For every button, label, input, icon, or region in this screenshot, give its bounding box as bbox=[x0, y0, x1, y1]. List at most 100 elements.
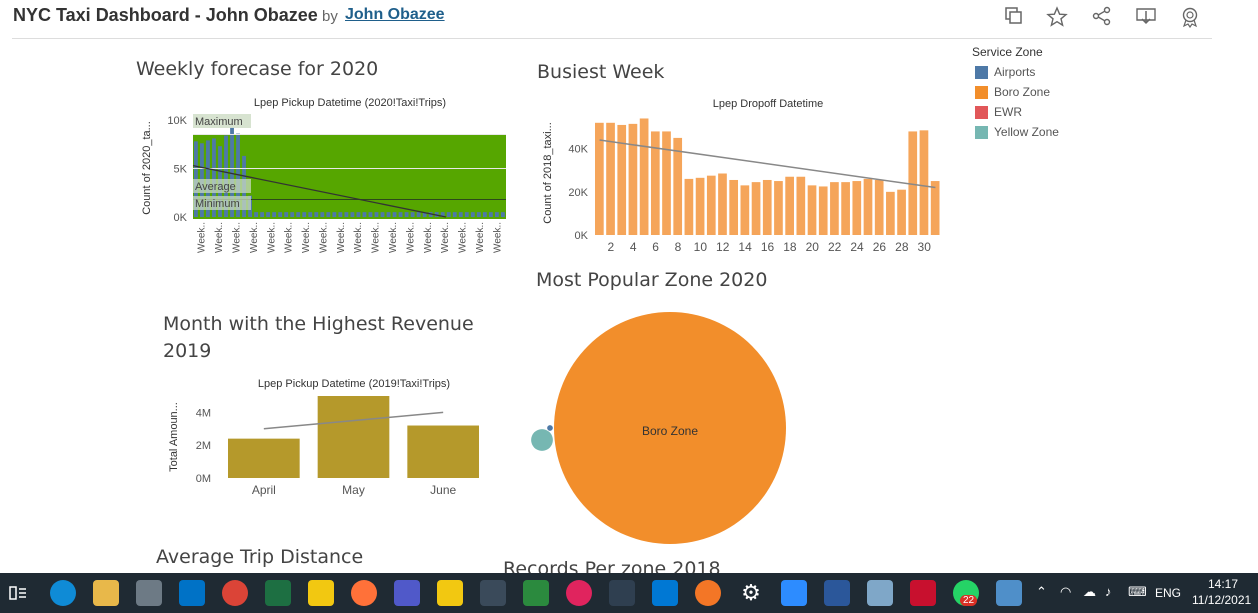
outlook-icon[interactable] bbox=[179, 580, 205, 606]
y-tick-label: 40K bbox=[568, 144, 588, 156]
microphone-app-icon[interactable] bbox=[136, 580, 162, 606]
trend-line bbox=[192, 164, 447, 218]
weekly-bar bbox=[500, 212, 505, 217]
busiest-chart[interactable]: Lpep Dropoff Datetime Count of 2018_taxi… bbox=[537, 90, 947, 260]
star-icon[interactable] bbox=[1046, 6, 1068, 28]
x-tick-label: 4 bbox=[630, 240, 637, 254]
language-indicator[interactable]: ENG bbox=[1155, 586, 1182, 600]
busiest-bar bbox=[785, 176, 794, 235]
duplicate-icon[interactable] bbox=[1003, 6, 1025, 28]
acrobat-icon[interactable] bbox=[910, 580, 936, 606]
busiest-bar bbox=[650, 131, 660, 235]
excel-icon[interactable] bbox=[265, 580, 291, 606]
sticky-notes-icon[interactable] bbox=[308, 580, 334, 606]
trend-line bbox=[599, 139, 936, 189]
busiest-bar bbox=[774, 181, 783, 235]
weekly-bar bbox=[278, 212, 283, 217]
weekly-bar bbox=[494, 212, 499, 217]
weekly-bar bbox=[308, 212, 313, 217]
clock-date[interactable]: 11/12/2021 bbox=[1192, 593, 1252, 607]
weekly-bar bbox=[440, 212, 445, 217]
busiest-bar bbox=[673, 137, 683, 235]
word-icon[interactable] bbox=[824, 580, 850, 606]
weekly-bar bbox=[404, 212, 409, 217]
weekly-bar bbox=[224, 135, 228, 217]
settings-gear-icon[interactable]: ⚙ bbox=[741, 580, 761, 605]
weekly-forecast-title: Weekly forecase for 2020 bbox=[136, 58, 379, 80]
y-tick-label: 2M bbox=[196, 440, 211, 452]
author-link[interactable]: John Obazee bbox=[345, 6, 445, 23]
weekly-bar bbox=[386, 212, 391, 217]
maximum-label: Maximum bbox=[195, 116, 243, 128]
weekly-bar bbox=[266, 212, 271, 217]
header-divider bbox=[12, 38, 1212, 39]
weekly-bar bbox=[488, 212, 493, 217]
power-bi-icon[interactable] bbox=[437, 580, 463, 606]
busiest-bar bbox=[684, 178, 694, 235]
minimum-label-bg bbox=[193, 196, 251, 210]
task-view-icon[interactable] bbox=[5, 580, 31, 606]
chrome-icon[interactable] bbox=[222, 580, 248, 606]
sql-server-icon[interactable] bbox=[480, 580, 506, 606]
zoom-icon[interactable] bbox=[781, 580, 807, 606]
photos-icon[interactable] bbox=[996, 580, 1022, 606]
volume-icon[interactable]: ♪ bbox=[1105, 584, 1112, 599]
teams-icon[interactable] bbox=[394, 580, 420, 606]
busiest-bar bbox=[807, 185, 817, 235]
popular-zone-chart[interactable]: Boro Zone bbox=[525, 305, 795, 550]
wifi-icon[interactable]: ◠ bbox=[1060, 584, 1072, 599]
popular-zone-title: Most Popular Zone 2020 bbox=[536, 269, 768, 291]
bubble-yellow-zone bbox=[531, 429, 553, 451]
busiest-bar bbox=[886, 191, 895, 235]
vscode-icon[interactable] bbox=[652, 580, 678, 606]
x-tick-label: Week.. bbox=[440, 222, 451, 253]
revenue-chart[interactable]: Lpep Pickup Datetime (2019!Taxi!Trips) T… bbox=[163, 372, 503, 507]
weekly-bar bbox=[416, 212, 421, 217]
jupyter-icon[interactable] bbox=[695, 580, 721, 606]
weekly-bar bbox=[332, 212, 337, 217]
x-tick-label: Week.. bbox=[214, 222, 225, 253]
badge-icon[interactable] bbox=[1179, 6, 1201, 29]
clock-time[interactable]: 14:17 bbox=[1208, 577, 1239, 591]
service-zone-legend: Service Zone Airports Boro Zone EWR Yell… bbox=[972, 45, 1112, 150]
x-tick-label: 14 bbox=[738, 240, 752, 254]
weekly-bar bbox=[380, 212, 385, 217]
file-explorer-icon[interactable] bbox=[93, 580, 119, 606]
busiest-bar bbox=[762, 179, 772, 235]
notepad-icon[interactable] bbox=[867, 580, 893, 606]
weekly-bar bbox=[410, 212, 415, 217]
busiest-bar bbox=[729, 179, 739, 235]
share-icon[interactable] bbox=[1091, 6, 1113, 28]
legend-title: Service Zone bbox=[972, 45, 1043, 59]
keyboard-icon[interactable]: ⌨ bbox=[1128, 584, 1147, 599]
weekly-bar bbox=[290, 212, 295, 217]
busiest-bar bbox=[718, 173, 727, 235]
avg-trip-title: Average Trip Distance bbox=[156, 546, 364, 568]
screen-recorder-icon[interactable] bbox=[566, 580, 592, 606]
weekly-chart[interactable]: Lpep Pickup Datetime (2020!Taxi!Trips) C… bbox=[136, 90, 516, 270]
firefox-icon[interactable] bbox=[351, 580, 377, 606]
cloud-icon[interactable]: ☁ bbox=[1083, 584, 1096, 599]
x-tick-label: 10 bbox=[694, 240, 708, 254]
x-tick-label: Week.. bbox=[405, 222, 416, 253]
busiest-bar bbox=[751, 182, 761, 235]
weekly-bar bbox=[302, 212, 307, 217]
x-tick-label: Week.. bbox=[249, 222, 260, 253]
download-icon[interactable] bbox=[1135, 6, 1157, 28]
edge-icon[interactable] bbox=[50, 580, 76, 606]
chevron-up-icon[interactable]: ⌃ bbox=[1036, 584, 1047, 599]
legend-label: EWR bbox=[994, 105, 1022, 119]
media-player-icon[interactable] bbox=[523, 580, 549, 606]
y-tick-label: 5K bbox=[174, 164, 188, 176]
busiest-bar bbox=[617, 124, 627, 235]
x-tick-label: 26 bbox=[873, 240, 887, 254]
weekly-bar bbox=[362, 212, 367, 217]
weekly-bar bbox=[428, 212, 433, 217]
mysql-workbench-icon[interactable] bbox=[609, 580, 635, 606]
x-tick-label: Week.. bbox=[318, 222, 329, 253]
weekly-chart-subtitle: Lpep Pickup Datetime (2020!Taxi!Trips) bbox=[254, 97, 446, 109]
legend-swatch bbox=[975, 86, 988, 99]
busiest-bar bbox=[841, 182, 850, 235]
y-tick-label: 0K bbox=[575, 230, 589, 242]
weekly-bar bbox=[344, 212, 349, 217]
